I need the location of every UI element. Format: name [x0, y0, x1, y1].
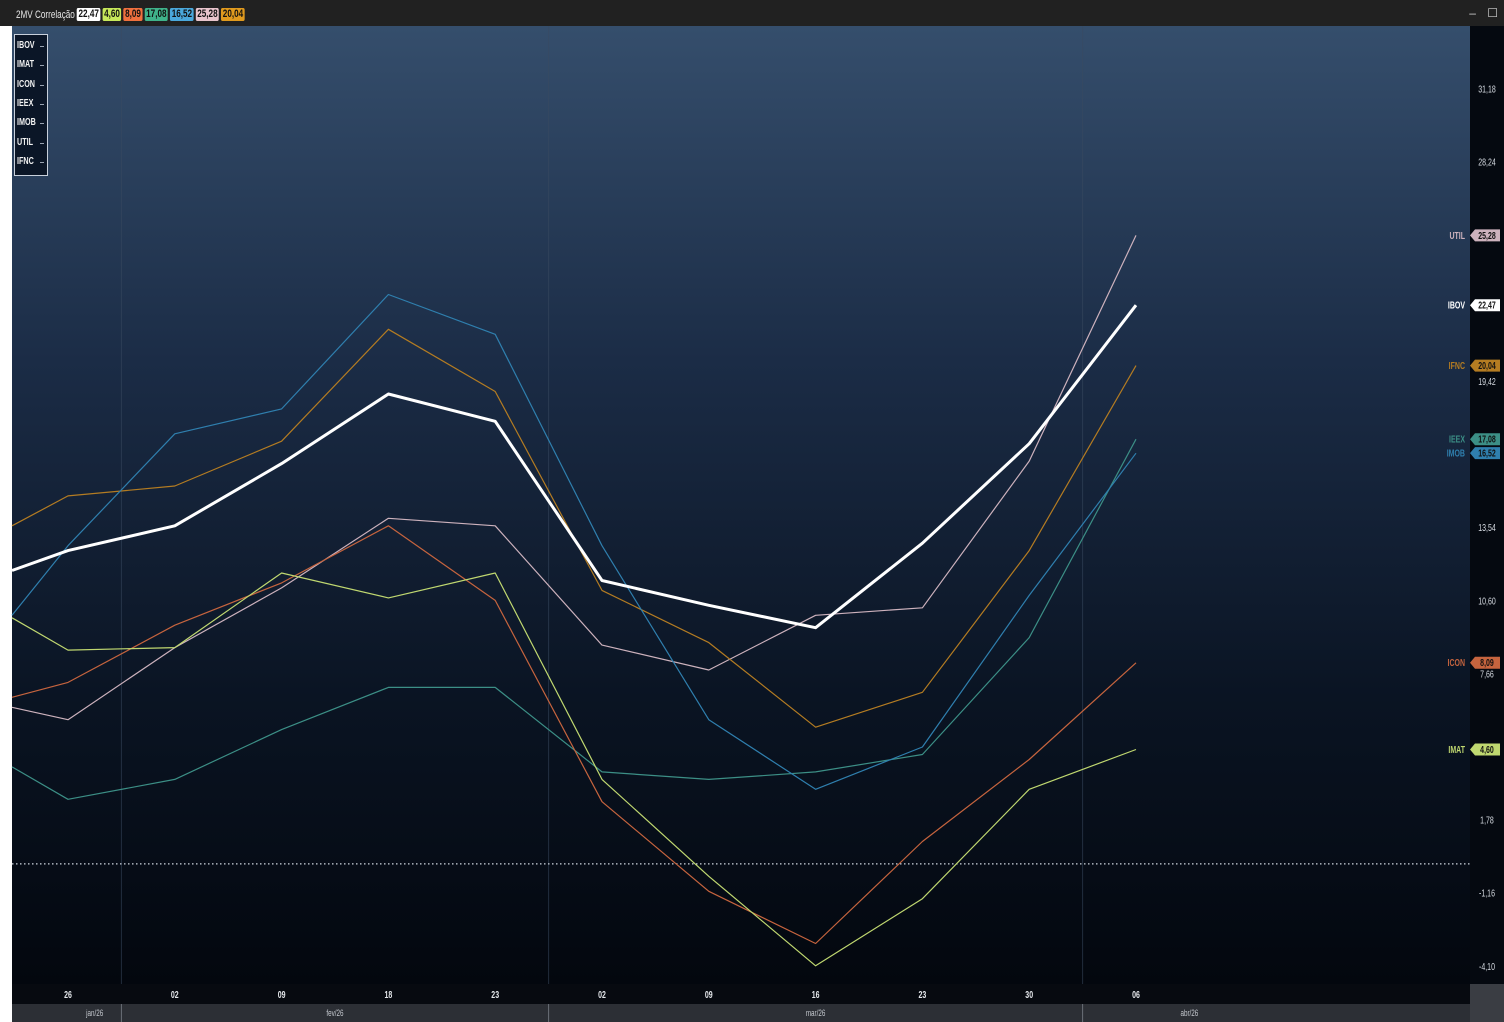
- month-label: fev/26: [326, 1008, 343, 1018]
- tag-shape: [1470, 299, 1500, 312]
- left-margin: [0, 26, 12, 1022]
- badge-ieex: 17,08: [144, 8, 168, 21]
- last-value-tag-imob: 16,52 IMOB: [1447, 447, 1500, 460]
- series-line-icon: [11, 525, 1137, 945]
- series-line-imat: [11, 572, 1137, 967]
- legend-item-util[interactable]: UTIL: [17, 137, 33, 148]
- plot-area[interactable]: [12, 26, 1470, 984]
- tag-value: 8,09: [1480, 657, 1494, 669]
- last-value-tag-ifnc: 20,04 IFNC: [1449, 359, 1500, 372]
- tag-name: UTIL: [1449, 230, 1465, 242]
- y-tick-label: 19,42: [1478, 376, 1496, 388]
- tag-value: 16,52: [1478, 447, 1496, 459]
- month-label: jan/26: [85, 1008, 103, 1018]
- last-value-tag-imat: 4,60 IMAT: [1448, 743, 1500, 756]
- legend-dash: [40, 85, 44, 86]
- y-tick-label: 31,18: [1478, 83, 1496, 95]
- badge-imob: 16,52: [170, 8, 194, 21]
- legend-dash: [40, 123, 44, 124]
- y-tick-label: 10,60: [1478, 595, 1496, 607]
- tag-shape: [1470, 656, 1500, 669]
- x-tick-label: 23: [919, 989, 927, 1001]
- last-value-tag-ieex: 17,08 IEEX: [1449, 433, 1500, 446]
- badge-ibov: 22,47: [77, 8, 101, 21]
- y-tick-label: -1,16: [1479, 887, 1495, 899]
- legend[interactable]: IBOV IMAT ICON IEEX IMOB UTIL IFNC: [14, 34, 48, 176]
- series-line-ibov: [11, 304, 1138, 630]
- x-axis-months[interactable]: [12, 1004, 1470, 1022]
- series-line-ifnc: [11, 328, 1137, 728]
- legend-item-icon[interactable]: ICON: [17, 79, 35, 90]
- tag-value: 17,08: [1478, 433, 1496, 445]
- tag-name: IMOB: [1447, 447, 1465, 459]
- window-title: 2MV Correlação 22,47 4,60 8,09 17,08 16,…: [16, 8, 245, 21]
- legend-item-ifnc[interactable]: IFNC: [17, 156, 34, 167]
- y-tick-label: 1,78: [1480, 814, 1494, 826]
- tag-name: IEEX: [1449, 433, 1465, 445]
- month-label: abr/26: [1180, 1008, 1198, 1018]
- tag-value: 20,04: [1478, 360, 1496, 372]
- series-line-util: [11, 235, 1137, 721]
- y-tick-label: 28,24: [1478, 156, 1496, 168]
- tag-shape: [1470, 359, 1500, 372]
- x-tick-label: 02: [171, 989, 179, 1001]
- legend-dash: [40, 143, 44, 144]
- tag-value: 4,60: [1480, 744, 1494, 756]
- axis-corner: [1470, 984, 1504, 1022]
- x-tick-label: 09: [278, 989, 286, 1001]
- badge-util: 25,28: [195, 8, 220, 21]
- tag-shape: [1470, 447, 1500, 460]
- title-bar: 2MV Correlação 22,47 4,60 8,09 17,08 16,…: [0, 0, 1504, 26]
- legend-dash: [40, 104, 44, 105]
- last-value-tag-icon: 8,09 ICON: [1448, 656, 1500, 669]
- window-title-text: 2MV Correlação: [16, 8, 75, 21]
- x-tick-label: 06: [1132, 989, 1140, 1001]
- y-tick-label: 7,66: [1480, 668, 1494, 680]
- last-value-tag-ibov: 22,47 IBOV: [1448, 299, 1500, 312]
- badge-icon: 8,09: [123, 8, 143, 21]
- x-tick-label: 09: [705, 989, 713, 1001]
- y-tick-label: 13,54: [1478, 522, 1496, 534]
- x-tick-label: 02: [598, 989, 606, 1001]
- tag-value: 25,28: [1478, 230, 1496, 242]
- x-axis-days[interactable]: [12, 984, 1470, 1004]
- badge-ifnc: 20,04: [221, 8, 245, 21]
- x-tick-label: 26: [64, 989, 72, 1001]
- legend-dash: [40, 162, 44, 163]
- last-value-tag-util: 25,28 UTIL: [1449, 229, 1500, 242]
- x-tick-label: 18: [385, 989, 393, 1001]
- x-tick-label: 16: [812, 989, 820, 1001]
- legend-dash: [40, 65, 44, 66]
- legend-dash: [40, 46, 44, 47]
- y-tick-label: -4,10: [1479, 961, 1495, 973]
- tag-name: ICON: [1448, 657, 1465, 669]
- window-controls[interactable]: – ☐: [1469, 6, 1502, 20]
- tag-name: IFNC: [1449, 360, 1465, 372]
- tag-value: 22,47: [1478, 299, 1496, 311]
- legend-item-imat[interactable]: IMAT: [17, 59, 35, 70]
- tag-name: IMAT: [1448, 744, 1465, 756]
- series-line-imob: [11, 293, 1137, 790]
- tag-shape: [1470, 743, 1500, 756]
- tag-shape: [1470, 229, 1500, 242]
- month-label: mar/26: [806, 1008, 826, 1018]
- x-tick-label: 23: [491, 989, 499, 1001]
- badge-imat: 4,60: [102, 8, 122, 21]
- legend-item-ibov[interactable]: IBOV: [17, 40, 35, 51]
- legend-item-ieex[interactable]: IEEX: [17, 98, 34, 109]
- tag-shape: [1470, 433, 1500, 446]
- x-tick-label: 30: [1025, 989, 1033, 1001]
- tag-name: IBOV: [1448, 299, 1465, 311]
- series-line-ieex: [11, 438, 1137, 800]
- legend-item-imob[interactable]: IMOB: [17, 117, 36, 128]
- y-axis-panel[interactable]: [1470, 26, 1504, 984]
